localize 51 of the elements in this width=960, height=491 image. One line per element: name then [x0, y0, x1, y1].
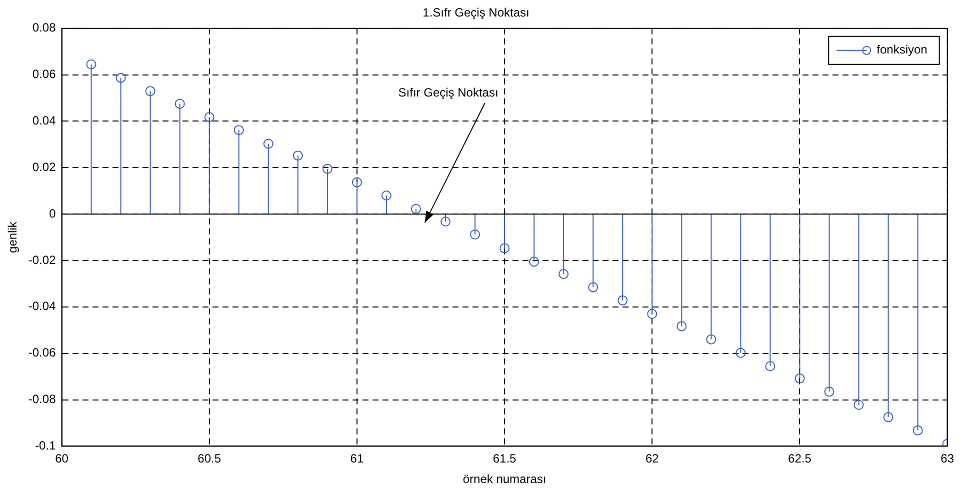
x-axis-title: örnek numarası	[462, 472, 546, 486]
point	[263, 138, 274, 149]
point	[529, 256, 540, 267]
point	[322, 164, 332, 174]
x-tick-label: 62.5	[788, 452, 812, 466]
point	[145, 86, 156, 96]
x-tick-label: 60.5	[198, 452, 222, 466]
x-tick-label: 61.5	[492, 452, 517, 466]
y-tick-label: -0.06	[28, 346, 56, 360]
point	[500, 243, 510, 254]
point	[618, 295, 628, 306]
x-tick-label: 63	[940, 452, 954, 466]
y-tick-label: -0.02	[28, 252, 56, 267]
point	[204, 112, 214, 122]
point	[440, 216, 450, 227]
point	[234, 125, 244, 136]
point	[912, 425, 923, 436]
point	[794, 373, 805, 384]
y-tick-label: 0.06	[32, 67, 56, 82]
point	[706, 334, 716, 344]
point	[765, 361, 776, 372]
y-tick-label: 0.02	[32, 160, 56, 174]
y-tick-label: 0.08	[32, 20, 56, 35]
point	[470, 230, 480, 240]
point	[558, 268, 569, 279]
point	[588, 282, 598, 292]
x-tick-label: 61	[350, 452, 364, 466]
point	[116, 72, 126, 83]
y-axis-title: genlik	[6, 220, 20, 253]
y-tick-label: -0.04	[28, 299, 56, 314]
x-tick-label: 62	[645, 452, 660, 466]
y-tick-label: 0.04	[32, 114, 56, 128]
point	[381, 190, 392, 201]
point	[676, 321, 687, 332]
point	[174, 98, 185, 109]
x-tick-label: 60	[55, 452, 69, 466]
point	[86, 59, 96, 70]
y-tick-label: 0	[49, 206, 56, 220]
point	[410, 204, 421, 214]
point	[824, 386, 834, 397]
point	[647, 308, 658, 319]
point	[352, 177, 362, 188]
point	[854, 400, 864, 410]
y-tick-label: -0.1	[35, 438, 56, 453]
legend-label: fonksiyon	[876, 42, 928, 57]
chart-title: 1.Sıfr Geçiş Noktası	[422, 6, 530, 20]
point	[292, 150, 303, 161]
y-tick-label: -0.08	[28, 392, 56, 406]
point	[736, 348, 746, 358]
point	[883, 412, 894, 422]
annotation: Sıfır Geçiş Noktası	[398, 85, 498, 100]
